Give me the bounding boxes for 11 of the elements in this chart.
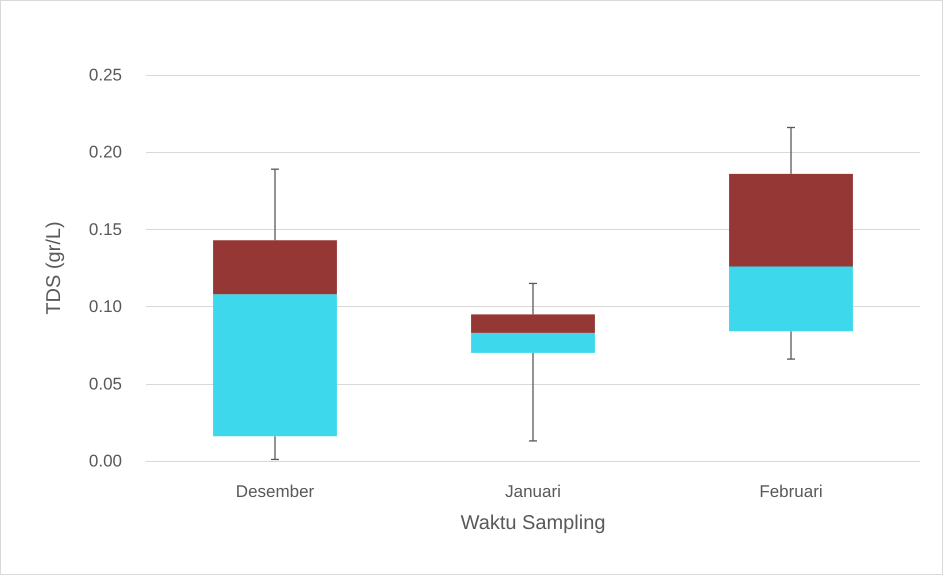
x-tick-label: Desember	[236, 482, 315, 501]
y-tick-label: 0.25	[88, 66, 122, 84]
x-axis-title: Waktu Sampling	[460, 512, 606, 534]
y-tick-label: 0.20	[88, 142, 122, 162]
x-tick-label: Januari	[505, 482, 561, 501]
y-axis-title: TDS (gr/L)	[43, 221, 65, 315]
y-tick-label: 0.05	[88, 374, 122, 394]
y-tick-label: 0.15	[88, 220, 122, 239]
y-tick-label: 0.10	[88, 297, 122, 316]
x-tick-label: Februari	[759, 482, 823, 501]
y-tick-label: 0.00	[88, 452, 122, 470]
